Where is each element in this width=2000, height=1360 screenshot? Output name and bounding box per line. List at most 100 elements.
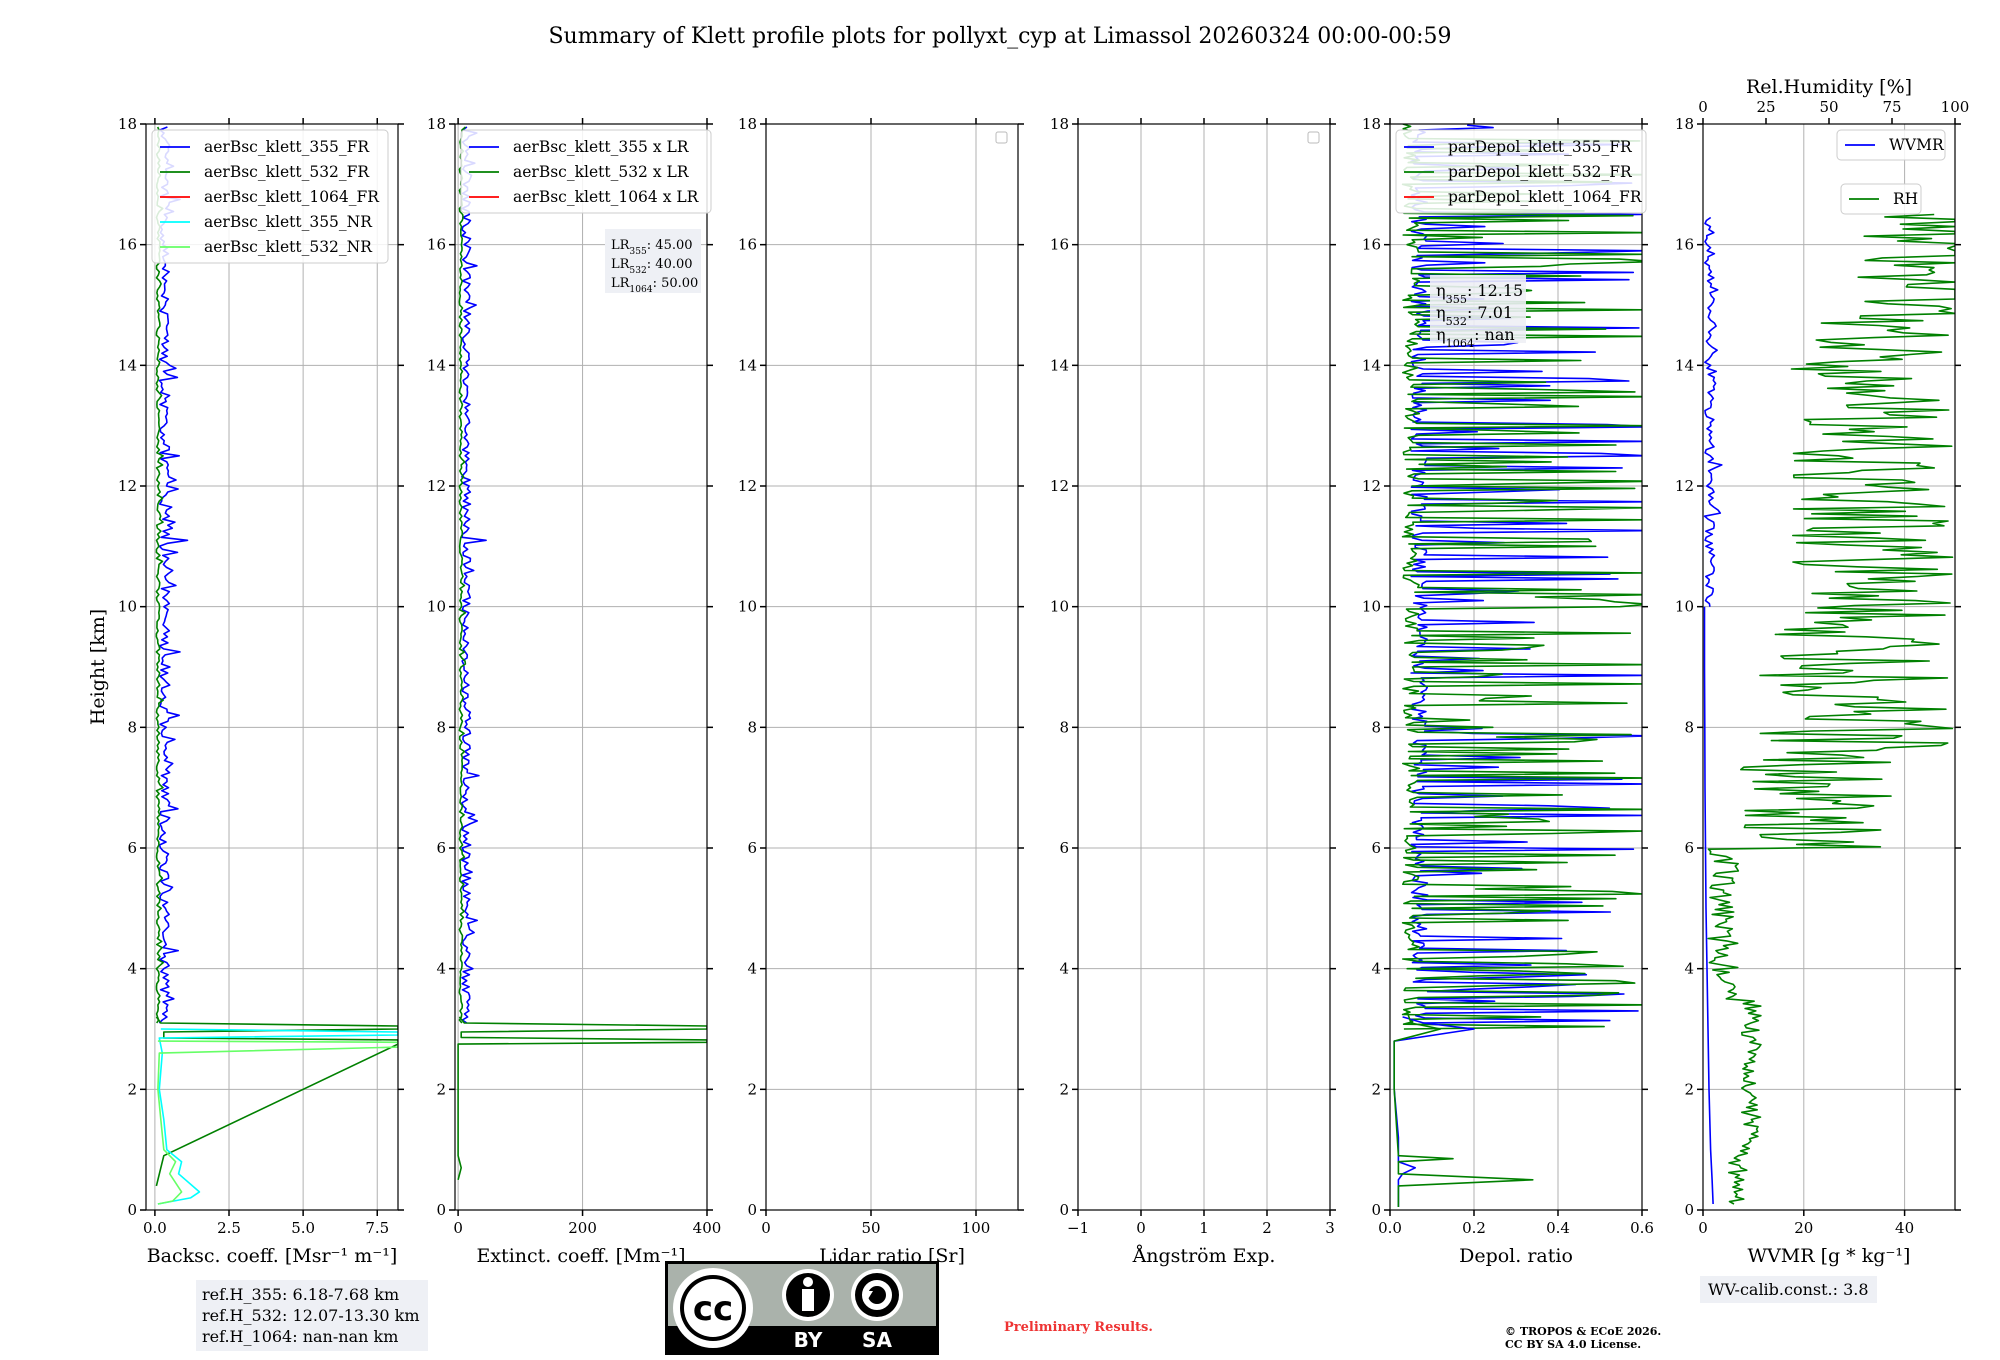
xtick-label-3: 3 [1325, 1219, 1335, 1237]
series-line-WVMR [1703, 606, 1714, 1205]
series-line-aerBsc_klett_532_NR [157, 1040, 398, 1205]
series-group-bsc [155, 126, 398, 1205]
xtick-label-400: 400 [693, 1219, 722, 1237]
series-group-ext [457, 126, 707, 1181]
xtick-label-0: 0.0 [143, 1219, 167, 1237]
xtick-label-40: 40 [1895, 1219, 1914, 1237]
series-line-aerBsc_klett_355_FR [158, 126, 189, 1024]
ytick-label-18: 18 [427, 115, 446, 133]
eta-355: η355: 12.15 [1436, 281, 1523, 306]
legend-box-dep [1395, 129, 1647, 214]
copyright-line-1: © TROPOS & ECoE 2026. [1505, 1325, 1662, 1338]
xlabel-ang: Ångström Exp. [1132, 1245, 1276, 1267]
legend-wvmr-label: WVMR [1889, 136, 1945, 154]
xtick-label-0.2: 0.2 [1462, 1219, 1486, 1237]
ytick-label-18: 18 [1050, 115, 1069, 133]
ytick-label-12: 12 [118, 477, 137, 495]
xtick-label--1: −1 [1067, 1219, 1089, 1237]
legend-label-1: aerBsc_klett_532_FR [204, 163, 370, 181]
ytick-label-4: 4 [436, 960, 446, 978]
ytick-label-16: 16 [1050, 236, 1069, 254]
ytick-label-10: 10 [118, 598, 137, 616]
cc-by-label: BY [794, 1328, 823, 1352]
legend-label-4: aerBsc_klett_532_NR [204, 238, 373, 256]
ytick-label-10: 10 [1675, 598, 1694, 616]
series-line-WVMR_upper [1703, 216, 1723, 607]
figure-title: Summary of Klett profile plots for polly… [548, 24, 1451, 49]
ytick-label-2: 2 [1059, 1080, 1069, 1098]
legend-label-1: parDepol_klett_532_FR [1448, 163, 1633, 181]
legend-label-2: parDepol_klett_1064_FR [1448, 188, 1643, 206]
wv-calib-box: WV-calib.const.: 3.8 [1700, 1276, 1877, 1303]
ytick-label-14: 14 [1362, 356, 1381, 374]
ytick-label-12: 12 [1675, 477, 1694, 495]
top-xtick-label-75: 75 [1882, 98, 1901, 116]
ytick-label-18: 18 [118, 115, 137, 133]
lr-1064: LR1064: 50.00 [611, 276, 698, 295]
ytick-label-8: 8 [747, 718, 757, 736]
eta-1064: η1064: nan [1436, 325, 1515, 350]
legend-label-0: aerBsc_klett_355_FR [204, 138, 370, 156]
ytick-label-10: 10 [1362, 598, 1381, 616]
series-line-aerBsc_klett_355 x LR [461, 126, 487, 1024]
ytick-label-4: 4 [747, 960, 757, 978]
legend-label-1: aerBsc_klett_532 x LR [513, 163, 690, 181]
lr-355: LR355: 45.00 [611, 238, 693, 257]
xtick-label-50: 50 [861, 1219, 880, 1237]
xtick-label-0: 0 [1136, 1219, 1146, 1237]
xtick-label-200: 200 [568, 1219, 597, 1237]
ytick-label-2: 2 [747, 1080, 757, 1098]
ytick-label-12: 12 [1050, 477, 1069, 495]
xtick-label-0: 0 [761, 1219, 771, 1237]
series-line-aerBsc_klett_355_NR [157, 1028, 398, 1205]
ytick-label-0: 0 [1684, 1201, 1694, 1219]
ytick-label-18: 18 [1362, 115, 1381, 133]
ref-height-355: ref.H_355: 6.18-7.68 km [202, 1285, 400, 1304]
legend-label-2: aerBsc_klett_1064 x LR [513, 188, 700, 206]
series-line-aerBsc_klett_532 x LR_cloud [457, 1016, 707, 1181]
axes-frame-dep [1389, 123, 1643, 1211]
series-group-wv [1703, 213, 1955, 1205]
series-line-aerBsc_klett_532_FR [155, 126, 164, 1024]
ytick-label-8: 8 [1371, 718, 1381, 736]
ytick-label-6: 6 [436, 839, 446, 857]
ytick-label-16: 16 [427, 236, 446, 254]
series-line-parDepol_klett_355_FR [1410, 124, 1642, 1024]
xtick-label-0.6: 0.6 [1630, 1219, 1654, 1237]
eta-532: η532: 7.01 [1436, 303, 1513, 328]
eta-box [1430, 275, 1526, 343]
xtick-label-100: 100 [962, 1219, 991, 1237]
legend-label-0: aerBsc_klett_355 x LR [513, 138, 690, 156]
xtick-label-0: 0 [1698, 1219, 1708, 1237]
reference-heights-box: ref.H_355: 6.18-7.68 km ref.H_532: 12.07… [196, 1280, 428, 1351]
xlabel-wv: WVMR [g * kg⁻¹] [1748, 1245, 1911, 1267]
ylabel: Height [km] [87, 609, 109, 725]
ytick-label-0: 0 [127, 1201, 137, 1219]
xlabel-dep: Depol. ratio [1459, 1245, 1573, 1267]
legend-label-0: parDepol_klett_355_FR [1448, 138, 1633, 156]
panel-ext: 0 2 4 6 8 10 12 14 16 18 0 200 400 Extinct. coeff. [M… [427, 115, 721, 1267]
xtick-label-0.4: 0.4 [1546, 1219, 1570, 1237]
ytick-label-8: 8 [127, 718, 137, 736]
ytick-label-14: 14 [1675, 356, 1694, 374]
series-group-dep [1393, 124, 1642, 1207]
ytick-label-14: 14 [118, 356, 137, 374]
top-xlabel: Rel.Humidity [%] [1746, 76, 1912, 98]
legend-rh-label: RH [1893, 190, 1918, 208]
cc-icon: cc [693, 1289, 733, 1329]
xtick-label-1: 1 [1199, 1219, 1209, 1237]
xtick-label-7.5: 7.5 [365, 1219, 389, 1237]
ytick-label-2: 2 [127, 1080, 137, 1098]
series-line-parDepol_klett_532_FR [1401, 124, 1642, 1030]
ytick-label-12: 12 [427, 477, 446, 495]
legend-label-3: aerBsc_klett_355_NR [204, 213, 373, 231]
ytick-label-18: 18 [738, 115, 757, 133]
lr-box [605, 229, 701, 293]
ytick-label-4: 4 [1371, 960, 1381, 978]
cc-sa-label: SA [862, 1328, 892, 1352]
panel-dep: 0 2 4 6 8 10 12 14 16 18 0.0 0.2 0.4 0.6 Depol. ratio p… [1362, 115, 1654, 1267]
ytick-label-14: 14 [1050, 356, 1069, 374]
legend-rh-box [1840, 183, 1922, 215]
